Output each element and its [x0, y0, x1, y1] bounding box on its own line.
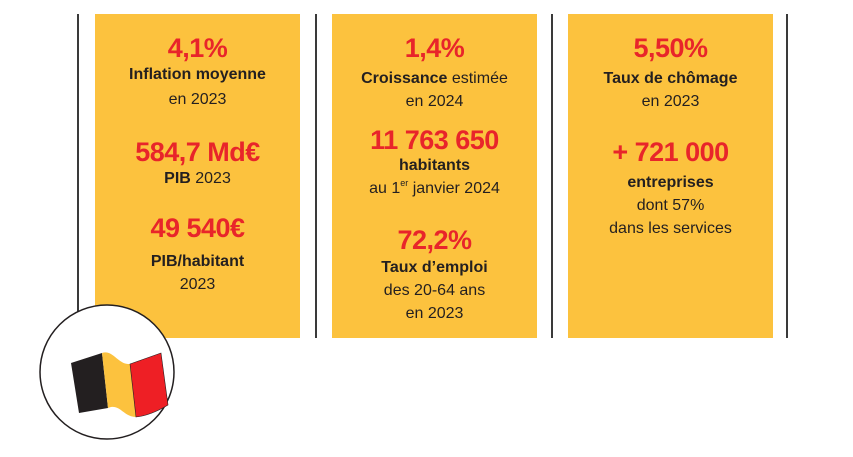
employment-value: 72,2%	[397, 225, 472, 255]
stat-card-economy: 4,1% Inflation moyenne en 2023 584,7 Md€…	[95, 14, 300, 338]
divider	[551, 14, 553, 338]
growth-year: en 2024	[405, 93, 464, 110]
gdp-value: 584,7 Md€	[135, 137, 260, 167]
employment-label: Taux d’emploi	[381, 259, 488, 276]
gdp-per-capita-label: PIB/habitant	[150, 253, 245, 270]
inflation-label: Inflation moyenne	[129, 66, 266, 83]
gdp-per-capita-value: 49 540€	[150, 213, 245, 243]
inflation-year: en 2023	[168, 91, 227, 108]
divider	[315, 14, 317, 338]
growth-label-normal: estimée	[447, 70, 508, 87]
gdp-year: 2023	[190, 170, 231, 187]
companies-label: entreprises	[627, 174, 714, 191]
growth-label-bold: Croissance	[361, 70, 448, 87]
gdp-per-capita-year: 2023	[179, 276, 216, 293]
companies-value: + 721 000	[612, 137, 729, 167]
unemployment-label: Taux de chômage	[603, 70, 738, 87]
gdp-label-bold: PIB	[164, 170, 191, 187]
unemployment-value: 5,50%	[633, 33, 708, 63]
population-date-sup: er	[400, 178, 409, 188]
stat-card-population: 1,4% Croissance estimée en 2024 11 763 6…	[332, 14, 537, 338]
population-date-post: janvier 2024	[408, 180, 500, 197]
companies-sector: dans les services	[609, 220, 732, 237]
employment-year: en 2023	[405, 305, 464, 322]
growth-value: 1,4%	[404, 33, 465, 63]
population-value: 11 763 650	[370, 125, 499, 155]
population-date-pre: au 1	[369, 180, 401, 197]
belgian-flag-icon	[39, 304, 175, 443]
divider	[77, 14, 79, 338]
gdp-label: PIB 2023	[95, 171, 300, 187]
inflation-value: 4,1%	[167, 33, 228, 63]
growth-label: Croissance estimée	[332, 71, 537, 87]
employment-age: des 20-64 ans	[383, 282, 486, 299]
companies-share: dont 57%	[636, 197, 705, 214]
population-label: habitants	[398, 157, 471, 174]
unemployment-year: en 2023	[641, 93, 700, 110]
divider	[786, 14, 788, 338]
stat-card-business: 5,50% Taux de chômage en 2023 + 721 000 …	[568, 14, 773, 338]
population-date: au 1er janvier 2024	[332, 178, 537, 197]
